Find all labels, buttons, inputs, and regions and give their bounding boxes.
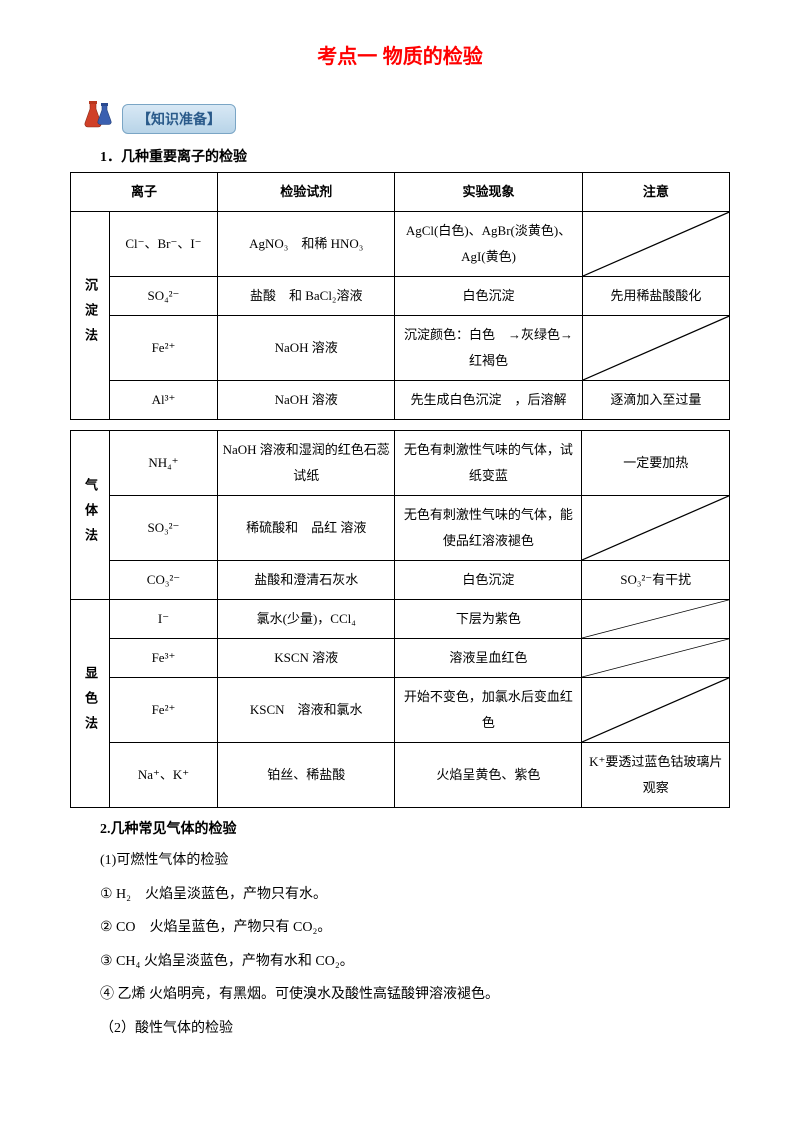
cell-ion: I⁻	[109, 600, 217, 639]
table-row: SO₄²⁻ 盐酸 和 BaCl₂溶液 白色沉淀 先用稀盐酸酸化	[71, 277, 730, 316]
cell-reagent: KSCN 溶液	[218, 639, 395, 678]
cell-phen: 下层为紫色	[395, 600, 582, 639]
body-line: ① H₂ 火焰呈淡蓝色，产物只有水。	[100, 878, 740, 912]
cell-note: 先用稀盐酸酸化	[582, 277, 729, 316]
cat-precip: 沉淀法	[71, 212, 110, 420]
cell-reagent: AgNO₃ 和稀 HNO₃	[218, 212, 395, 277]
cell-phen: AgCl(白色)、AgBr(淡黄色)、AgI(黄色)	[395, 212, 582, 277]
cell-note-diag	[582, 678, 730, 743]
body-text: (1)可燃性气体的检验 ① H₂ 火焰呈淡蓝色，产物只有水。 ② CO 火焰呈蓝…	[60, 844, 740, 1046]
cell-ion: SO₄²⁻	[109, 277, 217, 316]
cell-phen: 先生成白色沉淀 ，后溶解	[395, 381, 582, 420]
cell-note-diag	[582, 496, 730, 561]
table-row: Fe²⁺ NaOH 溶液 沉淀颜色：白色 →灰绿色→ 红褐色	[71, 316, 730, 381]
table-row: Fe³⁺ KSCN 溶液 溶液呈血红色	[71, 639, 730, 678]
cell-ion: Fe³⁺	[109, 639, 217, 678]
heading-2: 2.几种常见气体的检验	[100, 818, 740, 838]
cell-phen: 开始不变色，加氯水后变血红色	[395, 678, 582, 743]
cell-note-diag	[582, 600, 730, 639]
knowledge-pill: 【知识准备】	[122, 104, 236, 134]
table-row: Na⁺、K⁺ 铂丝、稀盐酸 火焰呈黄色、紫色 K⁺要透过蓝色钴玻璃片观察	[71, 743, 730, 808]
cell-reagent: 铂丝、稀盐酸	[218, 743, 395, 808]
cell-phen: 白色沉淀	[395, 277, 582, 316]
cell-note: SO₃²⁻有干扰	[582, 561, 730, 600]
table-row: CO₃²⁻ 盐酸和澄清石灰水 白色沉淀 SO₃²⁻有干扰	[71, 561, 730, 600]
cat-gas: 气体法	[71, 431, 110, 600]
cell-reagent: 盐酸 和 BaCl₂溶液	[218, 277, 395, 316]
page-title: 考点一 物质的检验	[60, 40, 740, 69]
cell-ion: Fe²⁺	[109, 678, 217, 743]
table-row: 显色法 I⁻ 氯水(少量)，CCl₄ 下层为紫色	[71, 600, 730, 639]
subheading-1: (1)可燃性气体的检验	[100, 844, 740, 878]
cell-phen: 沉淀颜色：白色 →灰绿色→ 红褐色	[395, 316, 582, 381]
table-row: SO₃²⁻ 稀硫酸和 品红 溶液 无色有刺激性气味的气体，能使品红溶液褪色	[71, 496, 730, 561]
cell-ion: CO₃²⁻	[109, 561, 217, 600]
heading-1: 1．几种重要离子的检验	[100, 146, 740, 166]
cell-phen: 无色有刺激性气味的气体，试纸变蓝	[395, 431, 582, 496]
cell-note: 逐滴加入至过量	[582, 381, 729, 420]
ion-table-1: 离子 检验试剂 实验现象 注意 沉淀法 Cl⁻、Br⁻、I⁻ AgNO₃ 和稀 …	[70, 172, 730, 420]
cell-reagent: NaOH 溶液	[218, 381, 395, 420]
cell-ion: Al³⁺	[109, 381, 217, 420]
subheading-2: （2）酸性气体的检验	[100, 1012, 740, 1046]
cell-ion: SO₃²⁻	[109, 496, 217, 561]
cell-phen: 白色沉淀	[395, 561, 582, 600]
table-row: 沉淀法 Cl⁻、Br⁻、I⁻ AgNO₃ 和稀 HNO₃ AgCl(白色)、Ag…	[71, 212, 730, 277]
table-row: Al³⁺ NaOH 溶液 先生成白色沉淀 ，后溶解 逐滴加入至过量	[71, 381, 730, 420]
cell-ion: Na⁺、K⁺	[109, 743, 217, 808]
table-row: 气体法 NH₄⁺ NaOH 溶液和湿润的红色石蕊试纸 无色有刺激性气味的气体，试…	[71, 431, 730, 496]
cell-note-diag	[582, 639, 730, 678]
cell-reagent: KSCN 溶液和氯水	[218, 678, 395, 743]
cell-ion: NH₄⁺	[109, 431, 217, 496]
body-line: ③ CH₄ 火焰呈淡蓝色，产物有水和 CO₂。	[100, 945, 740, 979]
th-phen: 实验现象	[395, 173, 582, 212]
cell-reagent: 氯水(少量)，CCl₄	[218, 600, 395, 639]
section-header: 【知识准备】	[80, 99, 740, 138]
ion-table-2: 气体法 NH₄⁺ NaOH 溶液和湿润的红色石蕊试纸 无色有刺激性气味的气体，试…	[70, 430, 730, 808]
cat-color: 显色法	[71, 600, 110, 808]
cell-ion: Cl⁻、Br⁻、I⁻	[109, 212, 217, 277]
body-line: ④ 乙烯 火焰明亮，有黑烟。可使溴水及酸性高锰酸钾溶液褪色。	[100, 978, 740, 1012]
cell-reagent: 盐酸和澄清石灰水	[218, 561, 395, 600]
cell-phen: 溶液呈血红色	[395, 639, 582, 678]
cell-reagent: NaOH 溶液	[218, 316, 395, 381]
cell-ion: Fe²⁺	[109, 316, 217, 381]
cell-note: 一定要加热	[582, 431, 730, 496]
th-reagent: 检验试剂	[218, 173, 395, 212]
table-header-row: 离子 检验试剂 实验现象 注意	[71, 173, 730, 212]
flask-icon	[80, 99, 118, 138]
table-row: Fe²⁺ KSCN 溶液和氯水 开始不变色，加氯水后变血红色	[71, 678, 730, 743]
cell-phen: 火焰呈黄色、紫色	[395, 743, 582, 808]
cell-phen: 无色有刺激性气味的气体，能使品红溶液褪色	[395, 496, 582, 561]
th-ion: 离子	[71, 173, 218, 212]
cell-reagent: NaOH 溶液和湿润的红色石蕊试纸	[218, 431, 395, 496]
cell-note-diag	[582, 212, 729, 277]
th-note: 注意	[582, 173, 729, 212]
body-line: ② CO 火焰呈蓝色，产物只有 CO₂。	[100, 911, 740, 945]
cell-reagent: 稀硫酸和 品红 溶液	[218, 496, 395, 561]
cell-note-diag	[582, 316, 729, 381]
cell-note: K⁺要透过蓝色钴玻璃片观察	[582, 743, 730, 808]
